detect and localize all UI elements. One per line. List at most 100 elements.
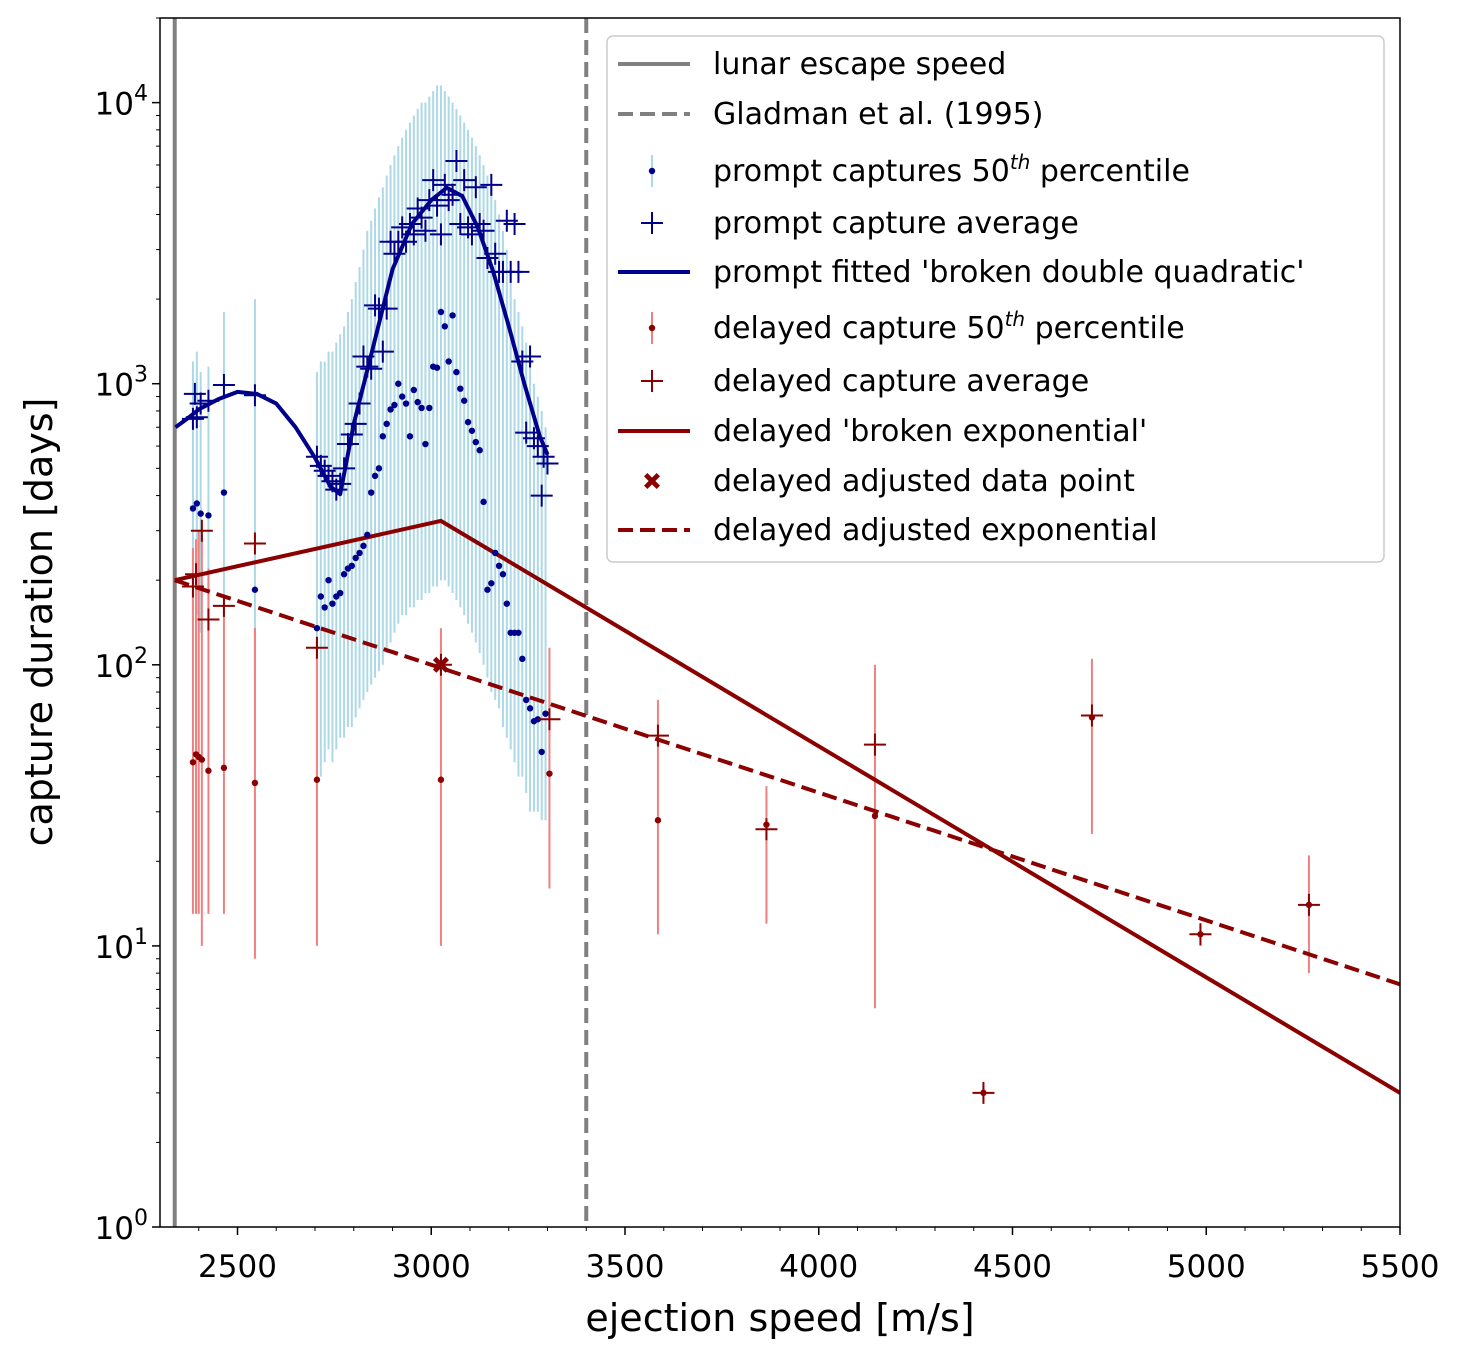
- prompt-average-point-18: [348, 392, 371, 415]
- legend-dot-icon: [648, 324, 656, 332]
- legend-entry: prompt capture average: [641, 206, 1079, 241]
- delayed-average-point-8: [538, 708, 561, 731]
- delayed-average-point-3: [197, 608, 220, 631]
- y-tick-label-10: 101: [95, 925, 148, 966]
- delayed-average-point-0: [181, 575, 204, 598]
- prompt-median-point-31: [410, 386, 418, 394]
- legend-entry: delayed adjusted data point: [644, 464, 1135, 499]
- legend-label: Gladman et al. (1995): [713, 97, 1043, 132]
- legend-label: prompt captures 50th percentile: [713, 150, 1190, 189]
- prompt-average-point-20: [356, 355, 379, 378]
- prompt-median-point-49: [480, 498, 487, 506]
- prompt-median-point-10: [329, 600, 336, 607]
- legend-entry: Gladman et al. (1995): [618, 97, 1043, 132]
- prompt-median-point-16: [352, 554, 359, 562]
- delayed-adjusted-data-point: [432, 656, 449, 673]
- prompt-average-point-16: [340, 423, 363, 446]
- prompt-median-point-65: [542, 710, 549, 717]
- prompt-median-point-54: [499, 571, 507, 578]
- prompt-median-point-37: [433, 364, 441, 371]
- prompt-median-point-0: [189, 505, 197, 512]
- legend-entry: prompt fitted 'broken double quadratic': [618, 255, 1305, 290]
- legend-box: [606, 35, 1385, 563]
- prompt-median-point-27: [395, 380, 402, 387]
- prompt-median-point-19: [364, 531, 371, 539]
- legend-plus-icon: [641, 212, 663, 234]
- prompt-average-point-67: [536, 452, 559, 475]
- y-axis-title: capture duration [days]: [17, 398, 61, 847]
- delayed-median-point-0: [189, 759, 197, 766]
- prompt-average-point-37: [422, 169, 445, 192]
- prompt-average-point-21: [360, 357, 383, 380]
- prompt-average-point-34: [410, 206, 433, 229]
- prompt-median-point-3: [205, 512, 212, 519]
- x-tick-label-4500: 4500: [973, 1249, 1052, 1285]
- prompt-median-point-61: [526, 705, 534, 712]
- prompt-median-point-5: [251, 586, 259, 593]
- legend-label: delayed adjusted exponential: [713, 513, 1158, 548]
- prompt-median-point-4: [220, 489, 228, 496]
- prompt-median-point-39: [441, 323, 449, 330]
- delayed-average-point-11: [863, 733, 886, 756]
- delayed-average-point-4: [212, 594, 235, 617]
- prompt-median-point-29: [402, 400, 410, 407]
- prompt-average-point-41: [437, 189, 460, 212]
- prompt-median-point-25: [387, 406, 394, 413]
- prompt-median-point-48: [476, 447, 483, 454]
- prompt-average-point-2: [185, 406, 208, 429]
- prompt-median-point-46: [468, 427, 476, 434]
- prompt-average-point-50: [472, 219, 495, 242]
- prompt-median-point-15: [348, 562, 356, 570]
- x-tick-label-5000: 5000: [1167, 1249, 1246, 1285]
- delayed-average-point-14: [1189, 923, 1212, 946]
- prompt-average-point-5: [212, 373, 235, 396]
- prompt-median-point-9: [325, 576, 332, 584]
- y-tick-label-1: 100: [95, 1206, 148, 1247]
- prompt-median-point-1: [193, 500, 201, 507]
- prompt-average-point-59: [507, 260, 530, 283]
- delayed-median-point-10: [654, 817, 662, 824]
- prompt-median-point-40: [445, 358, 452, 365]
- legend-entry: delayed 'broken exponential': [618, 414, 1147, 449]
- x-tick-label-5500: 5500: [1361, 1249, 1440, 1285]
- prompt-average-point-19: [352, 345, 375, 368]
- prompt-median-point-26: [391, 401, 398, 409]
- prompt-median-point-30: [406, 433, 414, 440]
- prompt-average-point-17: [344, 412, 367, 435]
- delayed-average-point-5: [243, 532, 266, 555]
- delayed-average-point-15: [1297, 893, 1320, 916]
- prompt-median-point-45: [464, 418, 472, 426]
- prompt-median-point-38: [437, 308, 445, 316]
- delayed-average-point-9: [646, 724, 669, 747]
- prompt-average-point-53: [484, 242, 507, 265]
- legend-entry: delayed adjusted exponential: [618, 513, 1158, 548]
- prompt-average-point-38: [426, 194, 449, 217]
- legend-label: prompt fitted 'broken double quadratic': [713, 255, 1305, 290]
- legend-entry: prompt captures 50th percentile: [648, 150, 1190, 189]
- delayed-average-point-12: [972, 1081, 995, 1104]
- prompt-average-point-48: [464, 176, 487, 199]
- prompt-fit-line: [174, 185, 550, 497]
- prompt-average-point-32: [402, 223, 425, 246]
- prompt-median-point-58: [515, 629, 522, 636]
- legend-dot-icon: [648, 167, 656, 175]
- prompt-average-point-7: [305, 445, 328, 468]
- prompt-median-point-2: [197, 510, 204, 517]
- prompt-median-point-44: [460, 397, 468, 404]
- prompt-average-point-52: [480, 173, 503, 196]
- legend-cross-icon: [644, 473, 660, 489]
- prompt-median-point-8: [321, 604, 328, 611]
- prompt-median-point-42: [453, 368, 460, 376]
- prompt-median-point-13: [340, 571, 348, 578]
- prompt-average-point-25: [375, 297, 398, 320]
- prompt-average-point-62: [519, 345, 542, 368]
- delayed-median-point-12: [871, 812, 879, 820]
- prompt-median-point-12: [336, 589, 344, 597]
- y-tick-label-1000: 103: [95, 363, 148, 404]
- legend: lunar escape speed Gladman et al. (1995) p…: [606, 35, 1385, 563]
- prompt-median-point-33: [418, 404, 425, 412]
- delayed-average-point-10: [755, 818, 778, 841]
- delayed-average-point-6: [305, 636, 328, 659]
- prompt-median-point-6: [313, 624, 321, 632]
- prompt-average-point-42: [441, 183, 464, 206]
